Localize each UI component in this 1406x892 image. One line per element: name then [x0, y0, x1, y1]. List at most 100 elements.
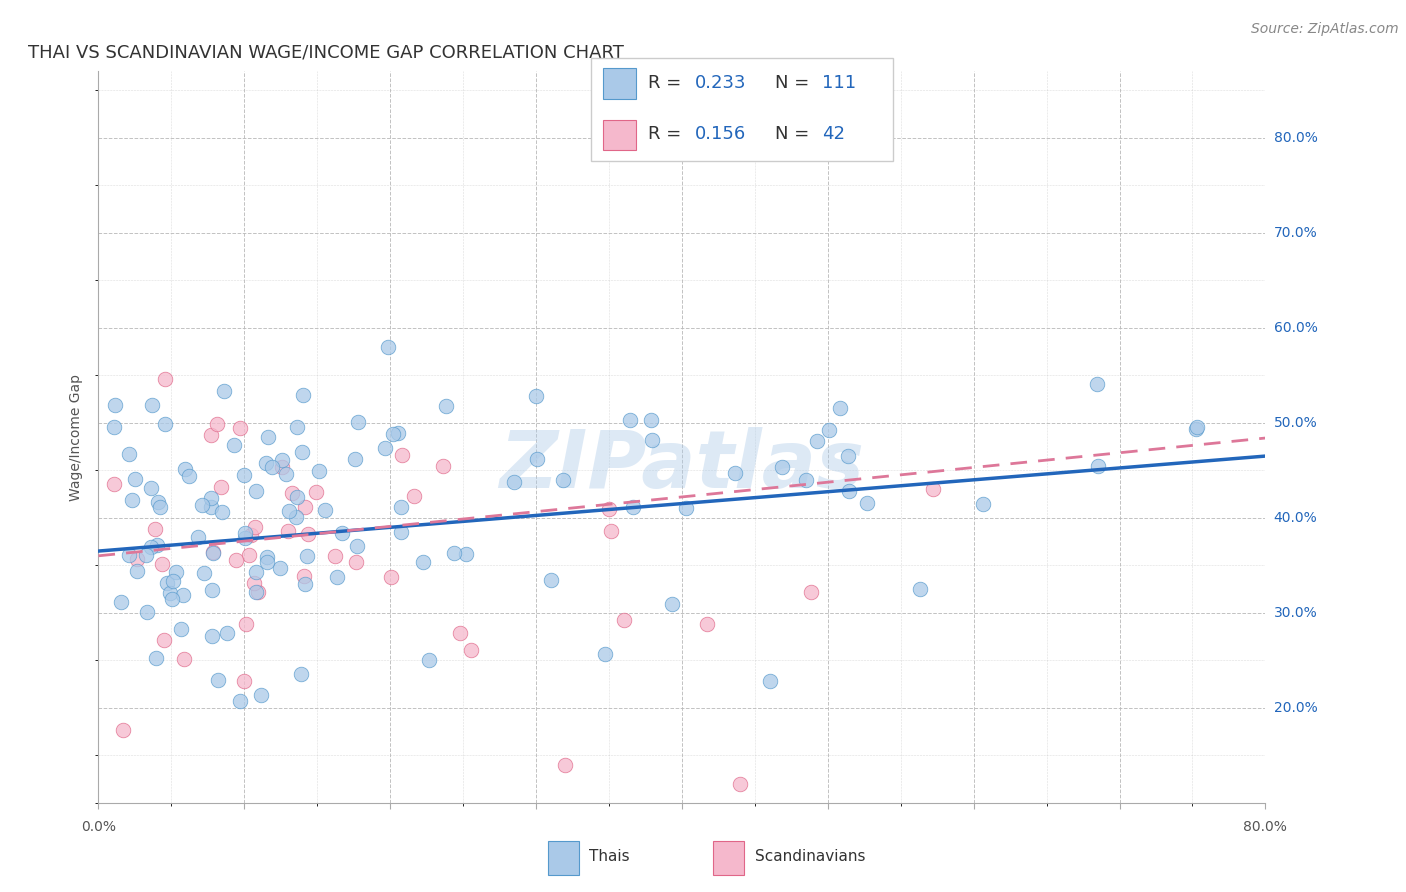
Point — [201, 582, 224, 597]
Point — [294, 577, 316, 591]
Point — [794, 473, 817, 487]
FancyBboxPatch shape — [603, 69, 636, 99]
Point — [454, 547, 477, 561]
Point — [389, 524, 412, 539]
Point — [215, 625, 238, 640]
Text: 0.233: 0.233 — [695, 74, 747, 92]
Point — [243, 575, 266, 590]
Point — [295, 549, 318, 563]
Point — [292, 387, 315, 401]
Point — [377, 341, 399, 355]
Point — [344, 555, 367, 569]
Point — [1085, 377, 1108, 392]
Point — [387, 426, 409, 441]
Point — [124, 472, 146, 486]
Point — [201, 545, 224, 559]
Point — [118, 447, 141, 461]
Point — [593, 647, 616, 661]
Text: 60.0%: 60.0% — [1274, 321, 1317, 334]
Point — [145, 651, 167, 665]
Point — [207, 673, 229, 687]
Point — [146, 495, 169, 509]
Point — [235, 616, 257, 631]
Point — [292, 569, 315, 583]
Point — [229, 694, 252, 708]
Point — [187, 529, 209, 543]
Point — [165, 565, 187, 579]
Point — [412, 555, 434, 569]
Point — [621, 500, 644, 514]
Point — [152, 633, 174, 648]
Point — [276, 467, 298, 481]
Point — [921, 482, 943, 496]
Point — [229, 420, 252, 434]
Text: 30.0%: 30.0% — [1274, 606, 1317, 620]
Point — [146, 538, 169, 552]
Point — [277, 524, 299, 538]
Point — [285, 420, 308, 434]
Point — [661, 597, 683, 611]
Point — [434, 399, 457, 413]
Text: 80.0%: 80.0% — [1243, 820, 1288, 834]
Text: R =: R = — [648, 74, 688, 92]
Text: 0.0%: 0.0% — [82, 820, 115, 834]
Text: 70.0%: 70.0% — [1274, 226, 1317, 240]
Point — [173, 462, 195, 476]
Point — [200, 428, 222, 442]
Point — [432, 459, 454, 474]
Text: 111: 111 — [821, 74, 856, 92]
Point — [641, 433, 664, 447]
Point — [598, 502, 620, 516]
Text: 42: 42 — [821, 126, 845, 144]
Point — [245, 585, 267, 599]
Text: Source: ZipAtlas.com: Source: ZipAtlas.com — [1251, 22, 1399, 37]
Point — [233, 674, 256, 689]
Text: THAI VS SCANDINAVIAN WAGE/INCOME GAP CORRELATION CHART: THAI VS SCANDINAVIAN WAGE/INCOME GAP COR… — [28, 44, 624, 62]
Point — [200, 491, 222, 505]
Point — [155, 575, 177, 590]
Point — [238, 548, 260, 562]
Point — [391, 448, 413, 462]
Point — [613, 613, 636, 627]
FancyBboxPatch shape — [603, 120, 636, 150]
Point — [526, 452, 548, 467]
FancyBboxPatch shape — [713, 841, 744, 875]
Point — [233, 526, 256, 541]
Point — [256, 549, 278, 564]
Point — [103, 476, 125, 491]
Point — [135, 606, 157, 620]
Point — [111, 723, 134, 737]
Point — [172, 589, 194, 603]
Point — [103, 420, 125, 434]
Point — [308, 464, 330, 478]
Point — [330, 525, 353, 540]
Point — [305, 484, 328, 499]
Point — [200, 500, 222, 514]
Text: 40.0%: 40.0% — [1274, 511, 1317, 524]
Text: Scandinavians: Scandinavians — [755, 849, 865, 864]
Point — [233, 468, 256, 483]
Point — [193, 566, 215, 581]
Point — [724, 466, 747, 480]
Point — [502, 475, 524, 489]
Point — [381, 427, 404, 442]
Point — [460, 642, 482, 657]
Point — [239, 527, 262, 541]
Point — [201, 546, 224, 560]
Point — [225, 553, 247, 567]
Point — [285, 491, 308, 505]
Point — [346, 539, 368, 553]
Point — [599, 524, 621, 538]
Point — [856, 496, 879, 510]
Point — [222, 438, 245, 452]
Point — [281, 486, 304, 500]
Point — [179, 469, 201, 483]
Point — [155, 417, 177, 431]
Point — [908, 582, 931, 597]
Point — [1185, 420, 1208, 434]
Point — [449, 625, 471, 640]
Point — [141, 398, 163, 412]
Text: 80.0%: 80.0% — [1274, 131, 1317, 145]
Point — [972, 497, 994, 511]
Point — [243, 519, 266, 533]
